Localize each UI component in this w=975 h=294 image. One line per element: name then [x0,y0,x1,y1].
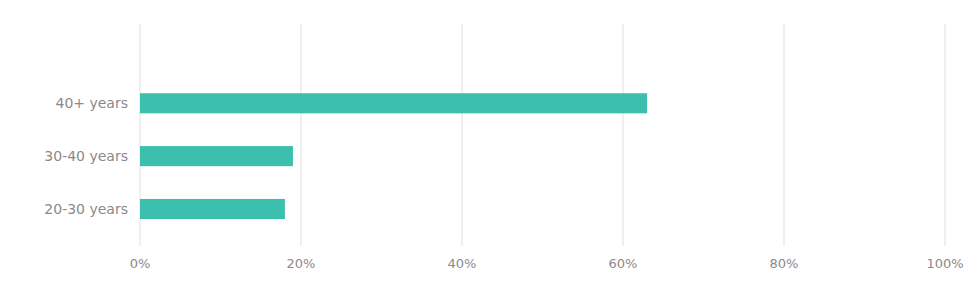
bars [140,93,647,219]
x-tick-label: 100% [926,256,963,271]
category-label: 30-40 years [44,148,128,164]
chart-container: 0% 20% 40% 60% 80% 100% 20-30 years 30-40 years… [0,0,975,294]
chart-svg: 0% 20% 40% 60% 80% 100% 20-30 years 30-40 years… [0,0,975,294]
grid-line [301,24,302,246]
bar [140,199,285,219]
x-tick-label: 40% [448,256,477,271]
bar [140,93,647,113]
bar [140,146,293,166]
category-label: 40+ years [55,95,128,111]
x-tick-label: 80% [770,256,799,271]
grid [140,24,945,246]
x-tick-label: 20% [287,256,316,271]
grid-line [462,24,463,246]
y-axis: 20-30 years 30-40 years 40+ years [44,95,128,217]
category-label: 20-30 years [44,201,128,217]
grid-line [945,24,946,246]
grid-line [784,24,785,246]
x-tick-label: 60% [609,256,638,271]
x-axis: 0% 20% 40% 60% 80% 100% [130,256,964,271]
grid-line [623,24,624,246]
x-tick-label: 0% [130,256,151,271]
